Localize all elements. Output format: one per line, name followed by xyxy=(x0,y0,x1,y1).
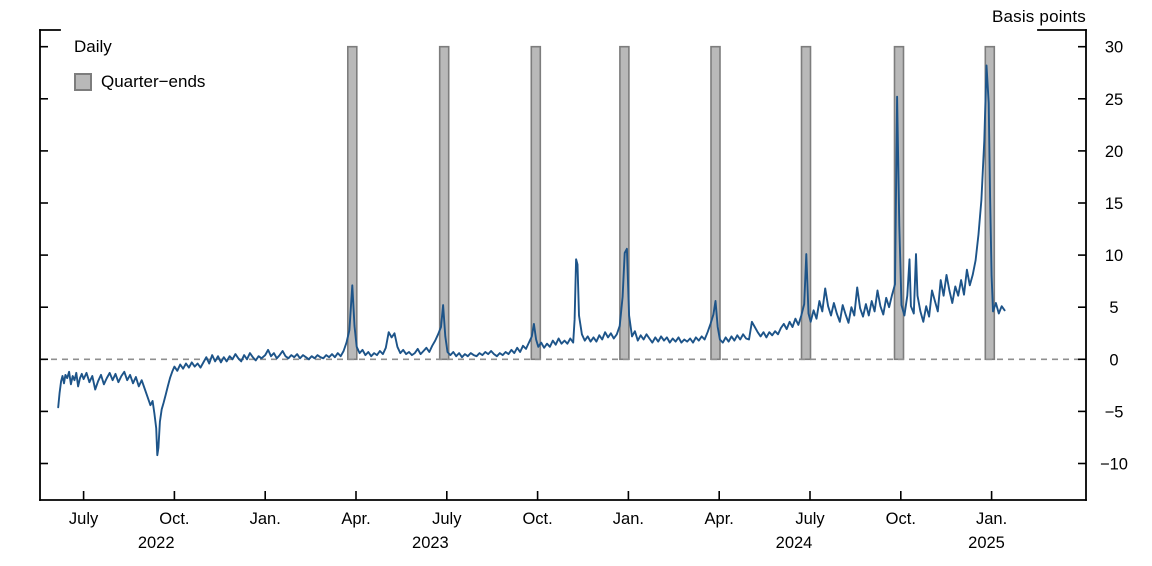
quarter-end-bar xyxy=(438,45,450,361)
x-tick-label: Jan. xyxy=(250,510,281,528)
x-tick-label: Oct. xyxy=(159,510,189,528)
year-label: 2023 xyxy=(412,534,449,552)
y-tick-label: 5 xyxy=(1109,299,1118,317)
x-tick-label: July xyxy=(432,510,462,528)
x-tick-label: Apr. xyxy=(341,510,370,528)
legend-daily-label: Daily xyxy=(74,37,112,56)
year-label: 2024 xyxy=(776,534,813,552)
quarter-end-bar xyxy=(710,45,721,361)
x-tick-label: Oct. xyxy=(522,510,552,528)
chart-legend: Daily Quarter−ends xyxy=(74,37,205,92)
y-tick-label: −5 xyxy=(1105,403,1124,421)
y-tick-label: −10 xyxy=(1100,456,1128,474)
legend-quarter-ends: Quarter−ends xyxy=(74,72,205,92)
daily-series-line xyxy=(57,64,1006,457)
y-tick-label: 20 xyxy=(1105,143,1123,161)
x-tick-label: Oct. xyxy=(886,510,916,528)
quarter-end-bar xyxy=(800,45,812,361)
y-tick-label: 0 xyxy=(1109,351,1118,369)
year-label: 2022 xyxy=(138,534,175,552)
x-tick-label: Jan. xyxy=(976,510,1007,528)
year-label: 2025 xyxy=(968,534,1005,552)
x-tick-label: Jan. xyxy=(613,510,644,528)
quarter-end-bar xyxy=(530,45,542,361)
legend-quarter-ends-label: Quarter−ends xyxy=(101,72,206,91)
y-tick-label: 30 xyxy=(1105,39,1123,57)
right-axis-title: Basis points xyxy=(991,7,1086,26)
x-tick-label: Apr. xyxy=(705,510,734,528)
y-tick-label: 10 xyxy=(1105,247,1123,265)
y-tick-label: 25 xyxy=(1105,91,1123,109)
quarter-ends-swatch-icon xyxy=(74,73,92,91)
x-tick-label: July xyxy=(795,510,825,528)
y-tick-label: 15 xyxy=(1105,195,1123,213)
quarter-end-bar xyxy=(346,45,358,361)
x-tick-label: July xyxy=(69,510,99,528)
